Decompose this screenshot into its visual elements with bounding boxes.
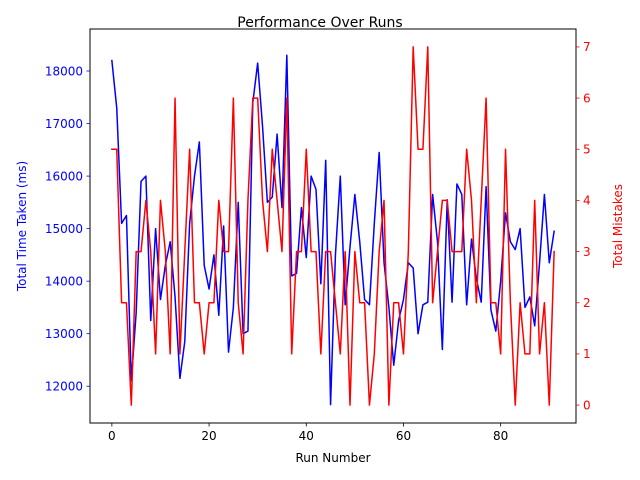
right-y-tick-label: 4: [583, 194, 591, 208]
x-axis-ticks: 0 20 40 60 80: [108, 423, 508, 443]
right-y-axis-title: Total Mistakes: [611, 184, 625, 269]
left-y-tick-label: 14000: [45, 274, 83, 288]
left-y-tick-label: 13000: [45, 327, 83, 341]
right-y-tick-label: 2: [583, 296, 591, 310]
left-y-axis-ticks: 12000 13000 14000 15000 16000 17000 18000: [45, 64, 90, 394]
left-y-axis-title: Total Time Taken (ms): [15, 161, 29, 292]
right-y-tick-label: 0: [583, 398, 591, 412]
left-y-tick-label: 12000: [45, 380, 83, 394]
plot-lines: [111, 46, 555, 406]
series-line-mistakes: [111, 46, 555, 406]
x-tick-label: 40: [299, 429, 314, 443]
right-y-tick-label: 1: [583, 347, 591, 361]
right-y-tick-label: 5: [583, 143, 591, 157]
plot-frame: [89, 28, 577, 424]
right-y-tick-label: 6: [583, 91, 591, 105]
right-y-tick-label: 7: [583, 40, 591, 54]
series-line-time: [111, 54, 555, 406]
left-y-tick-label: 16000: [45, 169, 83, 183]
x-tick-label: 80: [493, 429, 508, 443]
right-y-axis-ticks: 0 1 2 3 4 5 6 7: [576, 40, 591, 412]
x-tick-label: 20: [201, 429, 216, 443]
chart-title: Performance Over Runs: [237, 15, 402, 31]
left-y-tick-label: 15000: [45, 222, 83, 236]
left-y-tick-label: 18000: [45, 64, 83, 78]
x-axis-title: Run Number: [295, 451, 370, 465]
x-tick-label: 0: [108, 429, 116, 443]
x-tick-label: 60: [396, 429, 411, 443]
left-y-tick-label: 17000: [45, 117, 83, 131]
right-y-tick-label: 3: [583, 245, 591, 259]
